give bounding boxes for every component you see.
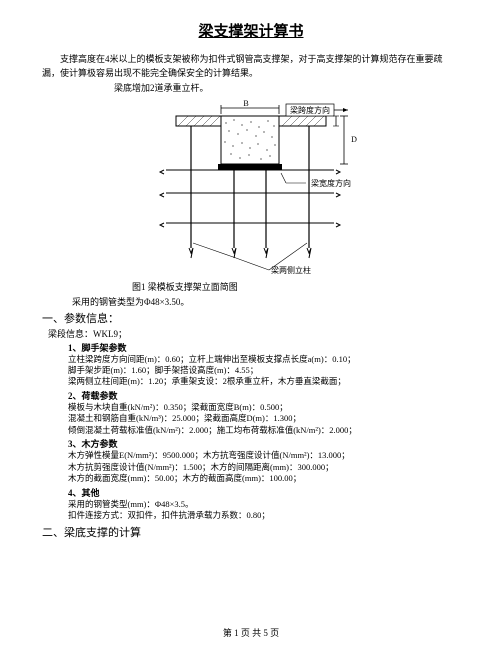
dim-label-d: D bbox=[351, 135, 357, 144]
label-span-direction: 梁跨度方向 bbox=[290, 105, 330, 115]
pipe-type-note: 采用的钢管类型为Φ48×3.50。 bbox=[42, 295, 460, 308]
sub-4-other: 4、其他 bbox=[42, 486, 460, 499]
param-4b: 扣件连接方式：双扣件，扣件抗滑承载力系数：0.80； bbox=[42, 510, 460, 521]
sub-1-scaffold: 1、脚手架参数 bbox=[42, 341, 460, 354]
sub-2-load: 2、荷载参数 bbox=[42, 389, 460, 402]
label-width-direction: 梁宽度方向 bbox=[311, 178, 351, 188]
segment-info: 梁段信息：WKL9； bbox=[42, 327, 460, 340]
heading-parameters: 一、参数信息： bbox=[42, 310, 460, 326]
param-3a: 木方弹性模量E(N/mm²)：9500.000；木方抗弯强度设计值(N/mm²)… bbox=[42, 450, 460, 461]
dim-label-b: B bbox=[243, 99, 248, 108]
page-footer: 第 1 页 共 5 页 bbox=[0, 626, 502, 639]
diagram-container: B 梁跨度方向 D 梁宽度方向 梁两侧立柱 bbox=[42, 98, 460, 278]
param-2c: 倾倒混凝土荷载标准值(kN/m²)：2.000；施工均布荷载标准值(kN/m²)… bbox=[42, 425, 460, 436]
param-3c: 木方的截面宽度(mm)：50.00；木方的截面高度(mm)：100.00； bbox=[42, 473, 460, 484]
heading-calculation: 二、梁底支撑的计算 bbox=[42, 524, 460, 540]
param-3b: 木方抗剪强度设计值(N/mm²)：1.500；木方的间隔距离(mm)：300.0… bbox=[42, 462, 460, 473]
page-title: 梁支撑架计算书 bbox=[42, 20, 460, 41]
sub-3-wood: 3、木方参数 bbox=[42, 437, 460, 450]
param-1b: 脚手架步距(m)：1.60；脚手架搭设高度(m)：4.55； bbox=[42, 365, 460, 376]
intro-text-2: 梁底增加2道承重立杆。 bbox=[42, 82, 460, 96]
param-2a: 模板与木块自重(kN/m²)：0.350；梁截面宽度B(m)：0.500； bbox=[42, 402, 460, 413]
beam-support-diagram: B 梁跨度方向 D 梁宽度方向 梁两侧立柱 bbox=[136, 98, 366, 278]
param-4a: 采用的钢管类型(mm)：Φ48×3.5。 bbox=[42, 499, 460, 510]
intro-text-1: 支撑高度在4米以上的模板支架被称为扣件式钢管高支撑架，对于高支撑架的计算规范存在… bbox=[42, 53, 460, 80]
label-side-columns: 梁两侧立柱 bbox=[271, 265, 311, 275]
param-2b: 混凝土和钢筋自重(kN/m³)：25.000；梁截面高度D(m)：1.300； bbox=[42, 413, 460, 424]
param-1a: 立柱梁跨度方向间距(m)：0.60；立杆上端伸出至模板支撑点长度a(m)：0.1… bbox=[42, 354, 460, 365]
param-1c: 梁两侧立柱间距(m)：1.20；承重架支设：2根承重立杆，木方垂直梁截面； bbox=[42, 376, 460, 387]
figure-caption: 图1 梁模板支撑架立面简图 bbox=[42, 280, 460, 293]
